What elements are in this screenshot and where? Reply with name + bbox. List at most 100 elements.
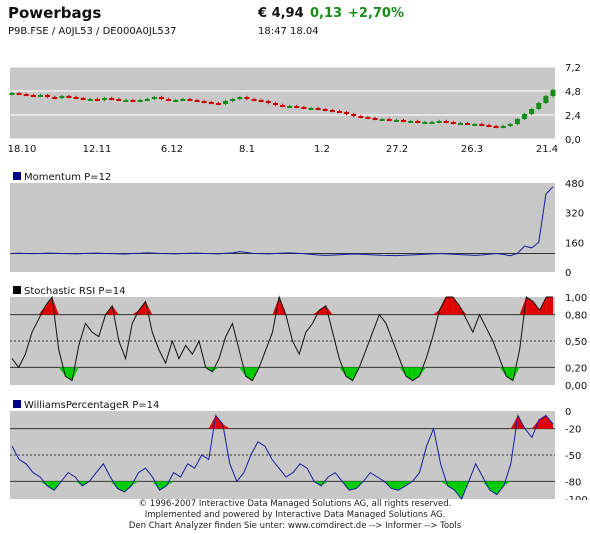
stochastic-rsi-y-tick-label: 1,00 bbox=[565, 293, 587, 304]
price-x-tick-label: 21.4 bbox=[536, 144, 558, 155]
price-candle bbox=[386, 119, 392, 121]
williams-r-series-line bbox=[11, 413, 554, 500]
price-candle bbox=[514, 119, 520, 124]
price-candle bbox=[45, 95, 51, 97]
price-candle bbox=[415, 121, 421, 123]
price-candle bbox=[393, 120, 399, 122]
stochastic-rsi-overbought-fill bbox=[432, 310, 440, 315]
price-y-tick-label: 4,8 bbox=[565, 87, 581, 98]
price-candle bbox=[301, 107, 307, 109]
price-candle bbox=[223, 101, 229, 104]
price-candle bbox=[109, 98, 115, 100]
momentum-panel-background bbox=[10, 183, 555, 272]
instrument-ids: P9B.FSE / A0JL53 / DE000A0JL537 bbox=[8, 26, 177, 37]
price-candle bbox=[173, 100, 179, 102]
price-candle bbox=[187, 99, 193, 101]
quote-header: Powerbags P9B.FSE / A0JL53 / DE000A0JL53… bbox=[0, 0, 590, 42]
price-x-tick-label: 1.2 bbox=[314, 144, 330, 155]
price-change: 0,13 bbox=[310, 6, 343, 21]
price-candle bbox=[401, 120, 407, 122]
williams-r-oversold-fill bbox=[117, 481, 125, 492]
price-candle bbox=[116, 99, 122, 101]
price-candle bbox=[180, 99, 186, 101]
price-candle bbox=[9, 93, 15, 95]
quote-date: 18.04 bbox=[290, 26, 319, 37]
williams-r-y-tick-label: -100 bbox=[565, 495, 588, 500]
price-candle bbox=[201, 101, 207, 103]
price-candle bbox=[550, 90, 556, 96]
williams-r-oversold-fill bbox=[152, 481, 160, 491]
instrument-title: Powerbags bbox=[8, 4, 102, 22]
price-candle bbox=[66, 96, 72, 98]
price-candle bbox=[123, 100, 129, 102]
price-x-tick-label: 27.2 bbox=[386, 144, 408, 155]
price-candle bbox=[272, 103, 278, 105]
price-candle bbox=[294, 106, 300, 108]
price-candle bbox=[80, 98, 86, 100]
price-candle bbox=[208, 102, 214, 104]
price-candle bbox=[529, 109, 535, 114]
price-candle bbox=[336, 111, 342, 113]
price-candle bbox=[244, 97, 250, 99]
price-candle bbox=[16, 93, 22, 95]
stochastic-rsi-overbought-fill bbox=[546, 297, 553, 315]
stochastic-rsi-legend-label: Stochastic RSI P=14 bbox=[24, 286, 126, 297]
price-x-tick-label: 18.10 bbox=[8, 144, 37, 155]
price-candle bbox=[507, 124, 513, 126]
price-candle bbox=[457, 123, 463, 125]
stochastic-rsi-overbought-fill bbox=[45, 297, 53, 315]
price-candle bbox=[166, 99, 172, 101]
price-candle bbox=[258, 100, 264, 102]
price-x-tick-label: 26.3 bbox=[461, 144, 483, 155]
momentum-y-tick-label: 320 bbox=[565, 209, 584, 220]
stochastic-rsi-overbought-fill bbox=[526, 297, 533, 315]
price-candle bbox=[472, 124, 478, 126]
stochastic-rsi-y-tick-label: 0,20 bbox=[565, 363, 587, 374]
williams-r-overbought-fill bbox=[215, 415, 223, 429]
price-candle bbox=[329, 110, 335, 112]
copyright-footer: © 1996-2007 Interactive Data Managed Sol… bbox=[0, 499, 590, 532]
price-candle bbox=[465, 123, 471, 125]
price-candle bbox=[479, 124, 485, 126]
price-candle bbox=[237, 97, 243, 99]
chart-analyzer: 7,2 4,8 2,4 0,0 18.10 12.11 6.12 8.1 1.2 27.2 26.3… bbox=[8, 63, 588, 500]
price-candle bbox=[365, 117, 371, 119]
williams-r-overbought-fill bbox=[545, 415, 553, 429]
stochastic-rsi-oversold-fill bbox=[419, 367, 427, 377]
williams-r-oversold-fill bbox=[40, 481, 48, 486]
price-x-tick-label: 12.11 bbox=[83, 144, 112, 155]
price-candle bbox=[408, 121, 414, 123]
momentum-y-tick-label: 160 bbox=[565, 238, 584, 249]
price-candle bbox=[351, 114, 357, 116]
momentum-y-tick-label: 0 bbox=[565, 268, 571, 279]
price-candle bbox=[543, 96, 549, 103]
williams-r-legend-swatch bbox=[13, 400, 21, 408]
williams-r-y-tick-label: -20 bbox=[565, 425, 581, 436]
price-candle bbox=[59, 96, 65, 98]
price-candle bbox=[144, 99, 150, 101]
price-candle bbox=[443, 121, 449, 123]
price-candle bbox=[322, 109, 328, 111]
price-candle bbox=[308, 108, 314, 110]
stochastic-rsi-overbought-fill bbox=[319, 305, 326, 315]
price-candle bbox=[251, 99, 257, 101]
williams-r-y-tick-label: 0 bbox=[565, 407, 571, 418]
stochastic-rsi-overbought-fill bbox=[446, 297, 453, 315]
price-candle bbox=[429, 122, 435, 124]
price-candle bbox=[130, 100, 136, 102]
price-candle bbox=[87, 99, 93, 101]
quote-time: 18:47 bbox=[258, 26, 287, 37]
williams-r-oversold-fill bbox=[503, 481, 511, 486]
price-panel-background bbox=[10, 67, 555, 139]
williams-r-oversold-fill bbox=[321, 481, 329, 486]
williams-r-overbought-fill bbox=[531, 419, 539, 429]
price-candle bbox=[37, 95, 43, 97]
price-candle bbox=[536, 103, 542, 109]
stochastic-rsi-oversold-fill bbox=[339, 367, 346, 377]
stochastic-rsi-legend-swatch bbox=[13, 286, 21, 294]
williams-r-oversold-fill bbox=[159, 481, 167, 491]
price-candle bbox=[493, 126, 499, 128]
footer-line-3: Den Chart Analyzer finden Sie unter: www… bbox=[128, 521, 462, 531]
stochastic-rsi-series-line bbox=[11, 295, 553, 382]
price-candle bbox=[30, 95, 36, 97]
